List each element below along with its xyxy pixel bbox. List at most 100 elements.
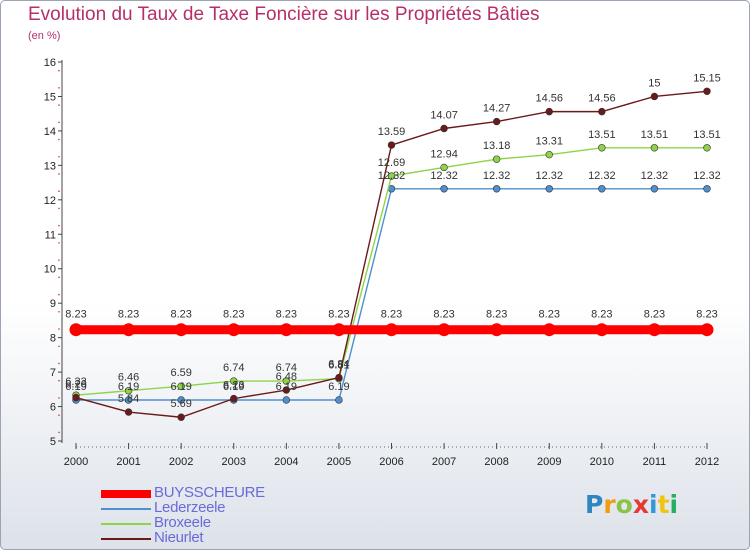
data-point-broxeele: [282, 377, 291, 385]
data-label-buysscheure: 8.23: [539, 309, 560, 321]
logo-letter: i: [669, 490, 679, 519]
data-point-broxeele: [598, 144, 606, 152]
data-label-broxeele: 6.74: [223, 362, 244, 374]
data-label-nieurlet: 6.84: [328, 359, 349, 371]
legend-swatch: [101, 538, 151, 540]
x-tick-label: 2007: [432, 456, 456, 468]
data-point-nieurlet: [282, 386, 291, 394]
data-point-nieurlet: [545, 107, 553, 116]
data-point-broxeele: [492, 155, 501, 163]
legend-item-nieurlet: Nieurlet: [101, 529, 361, 546]
data-label-nieurlet: 13.59: [378, 126, 406, 138]
y-minor-dot: [58, 224, 60, 227]
y-minor-dot: [58, 293, 60, 296]
data-point-buysscheure: [595, 323, 609, 337]
x-tick-label: 2008: [484, 456, 508, 468]
y-minor-dot: [58, 155, 60, 158]
y-minor-dot: [58, 69, 60, 72]
y-tick-label: 5: [50, 436, 56, 448]
data-label-buysscheure: 8.23: [644, 309, 665, 321]
data-point-nieurlet: [335, 373, 343, 382]
y-minor-dot: [58, 173, 60, 175]
data-label-lederzeele: 6.19: [65, 381, 86, 393]
x-tick-label: 2001: [116, 456, 140, 468]
data-label-lederzeele: 12.32: [641, 170, 669, 182]
data-label-lederzeele: 6.19: [170, 381, 191, 393]
legend-item-broxeele: Broxeele: [101, 514, 361, 531]
data-point-nieurlet: [177, 413, 185, 421]
y-minor-dot: [58, 345, 60, 348]
legend-label: Nieurlet: [154, 529, 204, 546]
data-point-nieurlet: [72, 393, 80, 402]
data-point-buysscheure: [174, 323, 188, 337]
data-point-buysscheure: [385, 323, 398, 337]
y-minor-dot: [58, 414, 60, 416]
data-label-nieurlet: 14.56: [588, 93, 616, 105]
x-tick-label: 2004: [274, 456, 298, 468]
data-label-buysscheure: 8.23: [223, 309, 244, 321]
data-point-lederzeele: [598, 185, 606, 193]
data-point-lederzeele: [335, 396, 343, 404]
data-label-broxeele: 13.31: [535, 136, 563, 148]
series-line-broxeele: [75, 147, 707, 396]
y-tick-label: 6: [50, 402, 56, 414]
data-point-buysscheure: [69, 323, 83, 337]
logo-letter: x: [632, 490, 649, 519]
data-point-buysscheure: [279, 323, 293, 337]
data-point-broxeele: [387, 172, 396, 180]
x-tick-label: 2012: [695, 456, 719, 468]
data-point-lederzeele: [545, 185, 553, 193]
y-minor-dot: [58, 104, 60, 106]
data-label-nieurlet: 6.26: [65, 379, 86, 391]
y-tick-label: 12: [44, 195, 56, 207]
data-point-broxeele: [177, 382, 185, 390]
y-minor-dot: [58, 431, 60, 434]
proxiti-logo: Proxiti: [585, 490, 678, 519]
legend-swatch: [101, 523, 151, 525]
y-tick-label: 15: [44, 91, 56, 103]
data-label-broxeele: 12.69: [378, 157, 406, 169]
x-tick-label: 2009: [537, 456, 561, 468]
data-label-nieurlet: 15.15: [693, 72, 721, 84]
data-label-lederzeele: 6.19: [328, 381, 349, 393]
y-minor-dot: [58, 310, 60, 313]
y-minor-dot: [58, 87, 60, 89]
data-label-buysscheure: 8.23: [486, 309, 507, 321]
data-label-buysscheure: 8.23: [65, 309, 86, 321]
legend: BUYSSCHEURE Lederzeele Broxeele Nieurlet: [101, 484, 361, 546]
legend-item-lederzeele: Lederzeele: [101, 499, 361, 516]
y-minor-dot: [58, 190, 60, 193]
data-label-broxeele: 13.51: [588, 129, 616, 141]
data-label-nieurlet: 5.69: [170, 398, 191, 410]
legend-swatch: [101, 490, 151, 498]
logo-letter: P: [585, 490, 604, 519]
data-label-buysscheure: 8.23: [591, 309, 612, 321]
data-label-buysscheure: 8.23: [170, 309, 191, 321]
logo-letter: r: [603, 490, 616, 519]
data-label-buysscheure: 8.23: [118, 309, 139, 321]
legend-label: Broxeele: [154, 514, 211, 531]
data-label-broxeele: 6.33: [65, 376, 86, 388]
y-tick-label: 10: [44, 264, 56, 276]
y-minor-dot: [58, 207, 60, 210]
logo-letter: i: [649, 490, 658, 519]
y-minor-dot: [58, 397, 60, 399]
data-label-broxeele: 6.81: [328, 360, 349, 372]
data-point-lederzeele: [124, 396, 133, 404]
data-point-nieurlet: [230, 394, 238, 403]
data-label-lederzeele: 6.19: [276, 381, 297, 393]
x-tick-label: 2002: [169, 456, 193, 468]
data-point-buysscheure: [542, 323, 556, 337]
data-label-lederzeele: 12.32: [535, 170, 563, 182]
data-label-broxeele: 13.51: [641, 129, 669, 141]
y-tick-label: 11: [45, 229, 56, 241]
data-label-buysscheure: 8.23: [433, 309, 454, 321]
y-tick-label: 13: [44, 160, 56, 172]
y-tick-label: 7: [50, 367, 56, 379]
data-point-nieurlet: [124, 408, 133, 416]
data-label-lederzeele: 12.32: [693, 170, 721, 182]
data-label-lederzeele: 12.32: [430, 170, 458, 182]
data-label-buysscheure: 8.23: [276, 309, 297, 321]
data-point-buysscheure: [122, 323, 136, 337]
